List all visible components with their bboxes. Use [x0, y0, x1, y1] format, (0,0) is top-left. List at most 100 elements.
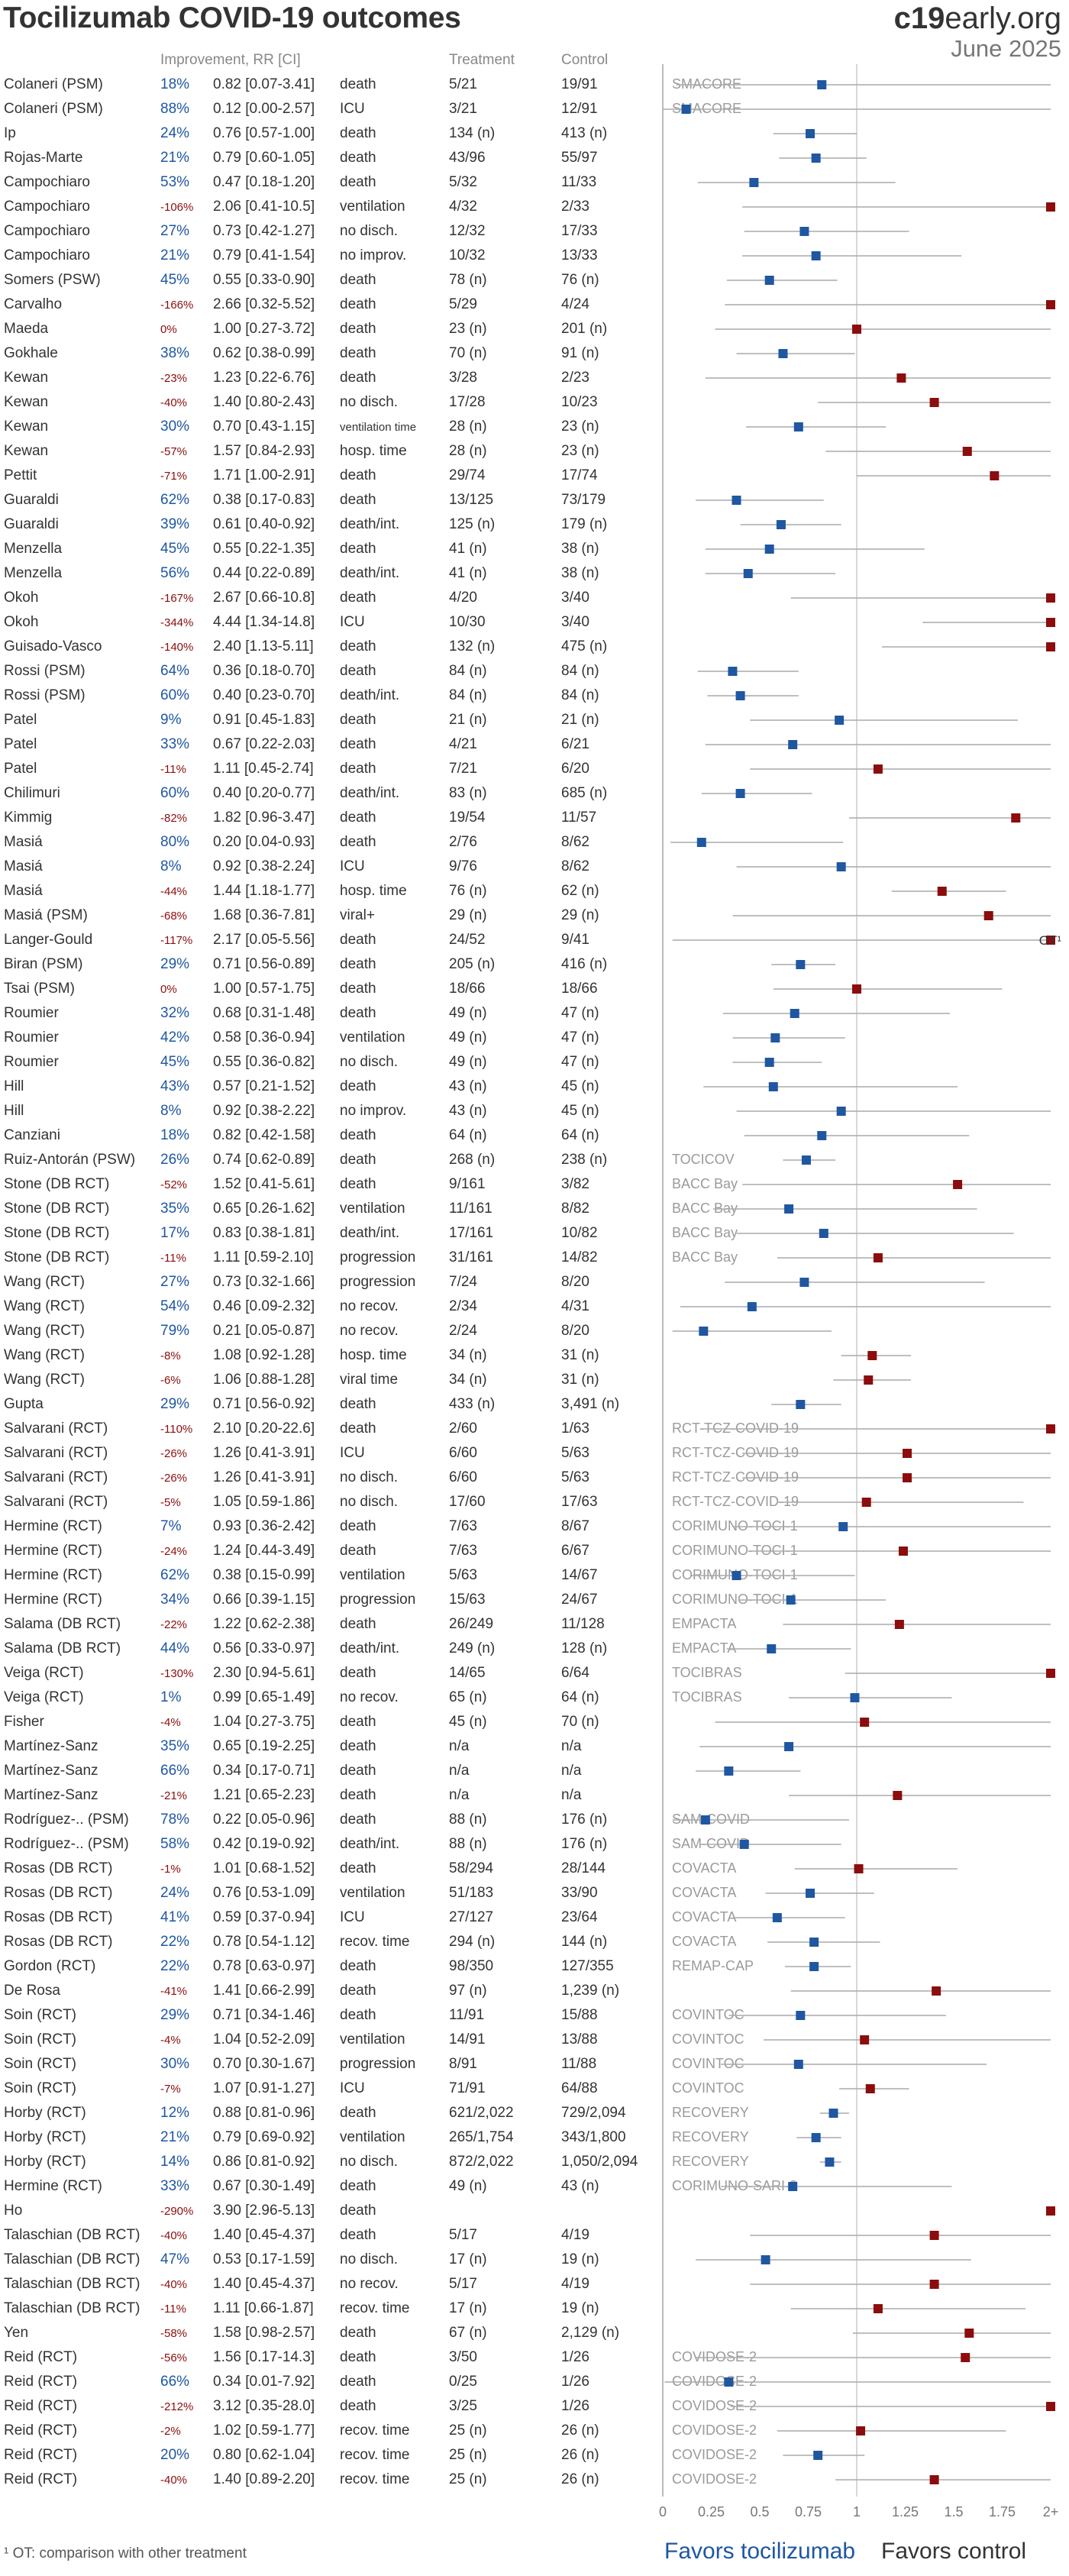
table-row: Masiá (PSM) -68% 1.68 [0.36-7.81] viral+ 29 …	[0, 903, 1069, 928]
study-name: Reid (RCT)	[4, 2398, 78, 2414]
point-estimate	[838, 1522, 848, 1531]
improvement-value: -11%	[160, 2303, 186, 2316]
rr-ci-value: 4.44 [1.34-14.8]	[213, 614, 315, 630]
improvement-value: -130%	[160, 1667, 194, 1680]
treatment-count: 29 (n)	[449, 907, 487, 923]
treatment-count: 19/54	[449, 810, 486, 826]
table-row: Talaschian (DB RCT) -40% 1.40 [0.45-4.37] d…	[0, 2223, 1069, 2248]
point-estimate	[743, 569, 753, 578]
outcome-label: death	[340, 2374, 376, 2390]
improvement-value: 45%	[160, 1054, 190, 1070]
outcome-label: death	[340, 2349, 376, 2365]
ot-label: OT¹	[1039, 933, 1062, 948]
study-name: Guaraldi	[4, 492, 59, 508]
treatment-count: 70 (n)	[449, 345, 487, 361]
point-estimate	[865, 2084, 875, 2093]
outcome-label: death	[340, 1152, 376, 1168]
outcome-label: no recov.	[340, 1689, 399, 1705]
treatment-count: 25 (n)	[449, 2447, 487, 2463]
study-name: Reid (RCT)	[4, 2447, 78, 2463]
treatment-count: 49 (n)	[449, 1054, 487, 1070]
point-estimate	[856, 2426, 866, 2435]
control-count: 4/19	[561, 2227, 589, 2243]
point-estimate	[796, 2011, 806, 2020]
table-row: Salama (DB RCT) -22% 1.22 [0.62-2.38] death…	[0, 1612, 1069, 1637]
trial-name: TOCIBRAS	[672, 1689, 742, 1705]
treatment-count: 4/32	[449, 199, 477, 215]
improvement-value: 33%	[160, 736, 190, 752]
outcome-label: ventilation	[340, 2129, 405, 2145]
table-row: Ho -290% 3.90 [2.96-5.13] death	[0, 2199, 1069, 2223]
study-name: Rosas (DB RCT)	[4, 1885, 113, 1901]
control-count: 38 (n)	[561, 541, 599, 557]
outcome-label: no improv.	[340, 1103, 407, 1119]
trial-name: RCT-TCZ-COVID-19	[672, 1469, 799, 1485]
outcome-label: death	[340, 663, 376, 679]
improvement-value: -4%	[160, 2034, 181, 2047]
point-estimate	[793, 422, 803, 431]
control-count: 76 (n)	[561, 272, 599, 288]
treatment-count: 64 (n)	[449, 1127, 487, 1143]
control-count: 3/40	[561, 614, 589, 630]
study-name: Wang (RCT)	[4, 1347, 85, 1363]
point-estimate	[793, 2060, 803, 2069]
brand-name-bold: c19	[893, 2, 945, 35]
study-name: Salama (DB RCT)	[4, 1616, 121, 1632]
trial-name: COVIDOSE-2	[672, 2374, 757, 2389]
trial-name: COVIDOSE-2	[672, 2422, 757, 2438]
treatment-count: 3/25	[449, 2398, 477, 2414]
point-estimate	[929, 2280, 939, 2289]
rr-ci-value: 2.66 [0.32-5.52]	[213, 296, 315, 312]
study-name: Masiá	[4, 834, 43, 850]
study-name: Hermine (RCT)	[4, 2178, 102, 2194]
trial-name: RCT-TCZ-COVID-19	[672, 1494, 799, 1509]
point-estimate	[860, 1718, 870, 1727]
rr-ci-value: 0.92 [0.38-2.22]	[213, 1103, 315, 1119]
table-row: Patel -11% 1.11 [0.45-2.74] death 7/21 6/20	[0, 757, 1069, 781]
outcome-label: death	[340, 2227, 376, 2243]
treatment-count: 83 (n)	[449, 785, 487, 801]
outcome-label: no recov.	[340, 2276, 399, 2292]
improvement-value: -41%	[160, 1985, 188, 1998]
improvement-value: 9%	[160, 712, 182, 728]
improvement-value: -11%	[160, 1252, 186, 1265]
control-count: 176 (n)	[561, 1812, 608, 1828]
improvement-value: -8%	[160, 1349, 181, 1362]
table-row: Pettit -71% 1.71 [1.00-2.91] death 29/74 17/7…	[0, 464, 1069, 488]
point-estimate	[811, 251, 821, 260]
study-name: Rossi (PSM)	[4, 663, 86, 679]
outcome-label: death/int.	[340, 1836, 400, 1852]
control-count: 343/1,800	[561, 2129, 626, 2145]
treatment-count: 17 (n)	[449, 2300, 487, 2316]
brand[interactable]: c19early.org June 2025	[894, 2, 1061, 63]
control-count: 23 (n)	[561, 419, 599, 435]
point-estimate	[903, 1449, 912, 1458]
outcome-label: ICU	[340, 858, 365, 874]
control-count: 201 (n)	[561, 321, 608, 337]
table-row: Rodríguez-.. (PSM) 78% 0.22 [0.05-0.96] dea…	[0, 1808, 1069, 1832]
outcome-label: death	[340, 296, 376, 312]
study-name: Biran (PSM)	[4, 956, 83, 972]
outcome-label: progression	[340, 1249, 416, 1265]
favors-treatment-label: Favors tocilizumab	[664, 2539, 856, 2564]
control-count: 47 (n)	[561, 1029, 599, 1046]
point-estimate	[990, 471, 1000, 480]
rr-ci-value: 1.40 [0.45-4.37]	[213, 2276, 315, 2292]
trial-name: EMPACTA	[672, 1616, 737, 1631]
treatment-count: 49 (n)	[449, 1029, 487, 1046]
rr-ci-value: 0.61 [0.40-0.92]	[213, 516, 315, 532]
study-name: Wang (RCT)	[4, 1298, 85, 1314]
control-count: 47 (n)	[561, 1005, 599, 1021]
study-name: Hermine (RCT)	[4, 1592, 102, 1608]
improvement-value: 53%	[160, 174, 190, 190]
improvement-value: -212%	[160, 2400, 194, 2413]
rr-ci-value: 1.44 [1.18-1.77]	[213, 883, 315, 899]
study-name: Martínez-Sanz	[4, 1763, 99, 1779]
outcome-label: no disch.	[340, 2251, 399, 2267]
study-name: Hermine (RCT)	[4, 1543, 102, 1559]
point-estimate	[724, 1766, 734, 1776]
rr-ci-value: 1.22 [0.62-2.38]	[213, 1616, 315, 1632]
control-count: 11/33	[561, 174, 597, 190]
rr-ci-value: 0.70 [0.30-1.67]	[213, 2056, 315, 2072]
